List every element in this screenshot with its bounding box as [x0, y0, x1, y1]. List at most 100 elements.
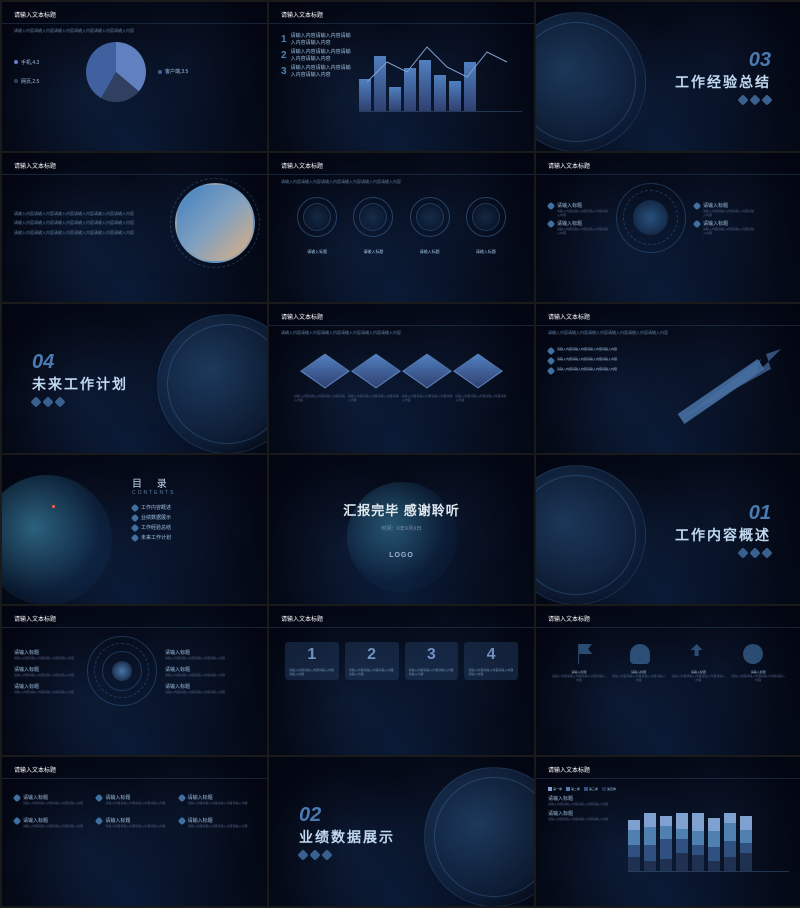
- bullet-text: 请输入内容请输入内容请输入内容请输入内容: [557, 367, 617, 371]
- bullet-text: 请输入内容请输入内容请输入内容请输入内容: [557, 227, 608, 235]
- slide-barchart: 请输入文本标题 1请输入内容请输入内容请输入内容请输入内容 2请输入内容请输入内…: [269, 2, 534, 151]
- card-text: 请输入内容请输入内容请输入内容请输入内容: [289, 668, 335, 676]
- cube-label: 请输入内容请输入内容请输入内容请输入内容: [348, 394, 402, 402]
- item-text: 请输入内容请输入内容请输入内容请输入内容: [548, 817, 618, 821]
- slide-3x2-bullets: 请输入文本标题 请输入标题请输入内容请输入内容请输入内容请输入内容 请输入标题请…: [2, 757, 267, 906]
- flag-icon: [574, 644, 594, 664]
- item-text: 请输入内容请输入内容请输入内容请输入内容: [165, 690, 230, 694]
- slide-4icons: 请输入文本标题 请输入标题请输入内容请输入内容请输入内容请输入内容 请输入标题请…: [536, 606, 800, 755]
- section-title: 工作经验总结: [675, 72, 771, 92]
- toc-label: 业绩数据展示: [141, 514, 171, 521]
- toc-item: 未来工作计划: [132, 534, 267, 541]
- icon-text: 请输入内容请输入内容请输入内容请输入内容: [730, 674, 786, 682]
- bar-chart: [359, 32, 522, 112]
- item-title: 请输入标题: [14, 649, 79, 656]
- pie-chart: [86, 42, 146, 102]
- item-text: 请输入内容请输入内容请输入内容请输入内容: [291, 64, 351, 78]
- section-number: 04: [32, 351, 54, 373]
- stacked-bar-chart: [628, 787, 789, 872]
- bullet-item: 请输入标题请输入内容请输入内容请输入内容请输入内容: [548, 220, 608, 235]
- bullet-text: 请输入内容请输入内容请输入内容请输入内容: [105, 801, 165, 805]
- section-title: 未来工作计划: [32, 374, 128, 394]
- cube-label: 请输入内容请输入内容请输入内容请输入内容: [402, 394, 456, 402]
- cube-label: 请输入内容请输入内容请输入内容请输入内容: [294, 394, 348, 402]
- slide-title: 请输入文本标题: [269, 606, 534, 628]
- slide-title: 请输入文本标题: [536, 153, 800, 175]
- toc-item: 业绩数据展示: [132, 514, 267, 521]
- circle-label: 请输入标题: [420, 249, 440, 255]
- slide-section-03: 03 工作经验总结: [536, 2, 800, 151]
- legend-label: 手机,4.3: [21, 59, 39, 66]
- circle-item: [466, 197, 506, 237]
- slide-title: 请输入文本标题: [2, 153, 267, 175]
- card-number: 2: [349, 646, 395, 664]
- arrow-icon: [671, 339, 791, 429]
- line-overlay: [359, 32, 522, 111]
- legend-label: 第四季: [607, 787, 616, 791]
- bullet-item: 请输入标题请输入内容请输入内容请输入内容请输入内容: [179, 794, 255, 805]
- bullet-title: 请输入标题: [557, 202, 608, 209]
- thanks-title: 汇报完毕 感谢聆听: [343, 500, 460, 519]
- number-card: 1 请输入内容请输入内容请输入内容请输入内容: [285, 642, 339, 680]
- slide-title: 请输入文本标题: [2, 2, 267, 24]
- card-number: 1: [289, 646, 335, 664]
- slide-image-circle: 请输入文本标题 请输入内容请输入内容请输入内容请输入内容请输入内容请输入内容 请…: [2, 153, 267, 302]
- section-number: 01: [749, 502, 771, 524]
- legend-item: 手机,4.3: [14, 59, 74, 66]
- legend-label: 第三季: [589, 787, 598, 791]
- item-text: 请输入内容请输入内容请输入内容请输入内容: [548, 802, 618, 806]
- slide-title: 请输入文本标题: [536, 304, 800, 326]
- item-title: 请输入标题: [14, 683, 79, 690]
- toc-item: 工作经验总结: [132, 524, 267, 531]
- item-title: 请输入标题: [165, 666, 230, 673]
- bullet-title: 请输入标题: [703, 202, 754, 209]
- list-item: 3请输入内容请输入内容请输入内容请输入内容: [281, 64, 351, 78]
- hud-circle: [87, 636, 157, 706]
- body-text: 请输入内容请输入内容请输入内容请输入内容请输入内容请输入内容: [14, 220, 163, 226]
- slide-arrow: 请输入文本标题 请输入内容请输入内容请输入内容请输入内容请输入内容请输入内容 请…: [536, 304, 800, 453]
- decoration-dots: [299, 851, 331, 859]
- legend-label: 第一季: [553, 787, 562, 791]
- section-title: 工作内容概述: [675, 525, 771, 545]
- contents-heading: 目 录: [132, 475, 267, 490]
- icon-text: 请输入内容请输入内容请输入内容请输入内容: [671, 674, 727, 682]
- list-item: 1请输入内容请输入内容请输入内容请输入内容: [281, 32, 351, 46]
- body-text: 请输入内容请输入内容请输入内容请输入内容请输入内容请输入内容: [14, 211, 163, 217]
- section-title: 业绩数据展示: [299, 827, 395, 847]
- card-text: 请输入内容请输入内容请输入内容请输入内容: [409, 668, 455, 676]
- slide-4circles: 请输入文本标题 请输入内容请输入内容请输入内容请输入内容请输入内容请输入内容 请…: [269, 153, 534, 302]
- slide-hud-center: 请输入文本标题 请输入标题请输入内容请输入内容请输入内容请输入内容 请输入标题请…: [2, 606, 267, 755]
- card-text: 请输入内容请输入内容请输入内容请输入内容: [468, 668, 514, 676]
- bullet-item: 请输入内容请输入内容请输入内容请输入内容: [548, 347, 644, 354]
- icon-text: 请输入内容请输入内容请输入内容请输入内容: [551, 674, 607, 682]
- item-title: 请输入标题: [548, 795, 618, 802]
- circle-label: 请输入标题: [476, 249, 496, 255]
- item-title: 请输入标题: [548, 810, 618, 817]
- bullet-text: 请输入内容请输入内容请输入内容请输入内容: [105, 824, 165, 828]
- cube-icon: [453, 353, 503, 388]
- slide-4cards: 请输入文本标题 1 请输入内容请输入内容请输入内容请输入内容 2 请输入内容请输入内…: [269, 606, 534, 755]
- number-card: 3请输入内容请输入内容请输入内容请输入内容: [405, 642, 459, 680]
- card-number: 4: [468, 646, 514, 664]
- toc-label: 工作经验总结: [141, 524, 171, 531]
- slide-title: 请输入文本标题: [2, 757, 267, 779]
- slide-title: 请输入文本标题: [269, 153, 534, 175]
- slide-section-01: 01 工作内容概述: [536, 455, 800, 604]
- bullet-title: 请输入标题: [23, 794, 83, 801]
- decoration-dots: [739, 549, 771, 557]
- bullet-item: 请输入标题请输入内容请输入内容请输入内容请输入内容: [14, 817, 90, 828]
- toc-label: 工作内容概述: [141, 504, 171, 511]
- toc-label: 未来工作计划: [141, 534, 171, 541]
- bullet-item: 请输入内容请输入内容请输入内容请输入内容: [548, 367, 644, 374]
- bullet-title: 请输入标题: [105, 794, 165, 801]
- bullet-text: 请输入内容请输入内容请输入内容请输入内容: [703, 209, 754, 217]
- item-title: 请输入标题: [14, 666, 79, 673]
- circle-item: [410, 197, 450, 237]
- bullet-item: 请输入标题请输入内容请输入内容请输入内容请输入内容: [179, 817, 255, 828]
- thanks-date: 时间：X年X月X日: [381, 525, 421, 532]
- legend-label: 网页,2.5: [21, 78, 39, 85]
- bullet-title: 请输入标题: [188, 794, 248, 801]
- decoration-dots: [32, 398, 64, 406]
- slide-section-02: 02 业绩数据展示: [269, 757, 534, 906]
- bullet-item: 请输入内容请输入内容请输入内容请输入内容: [548, 357, 644, 364]
